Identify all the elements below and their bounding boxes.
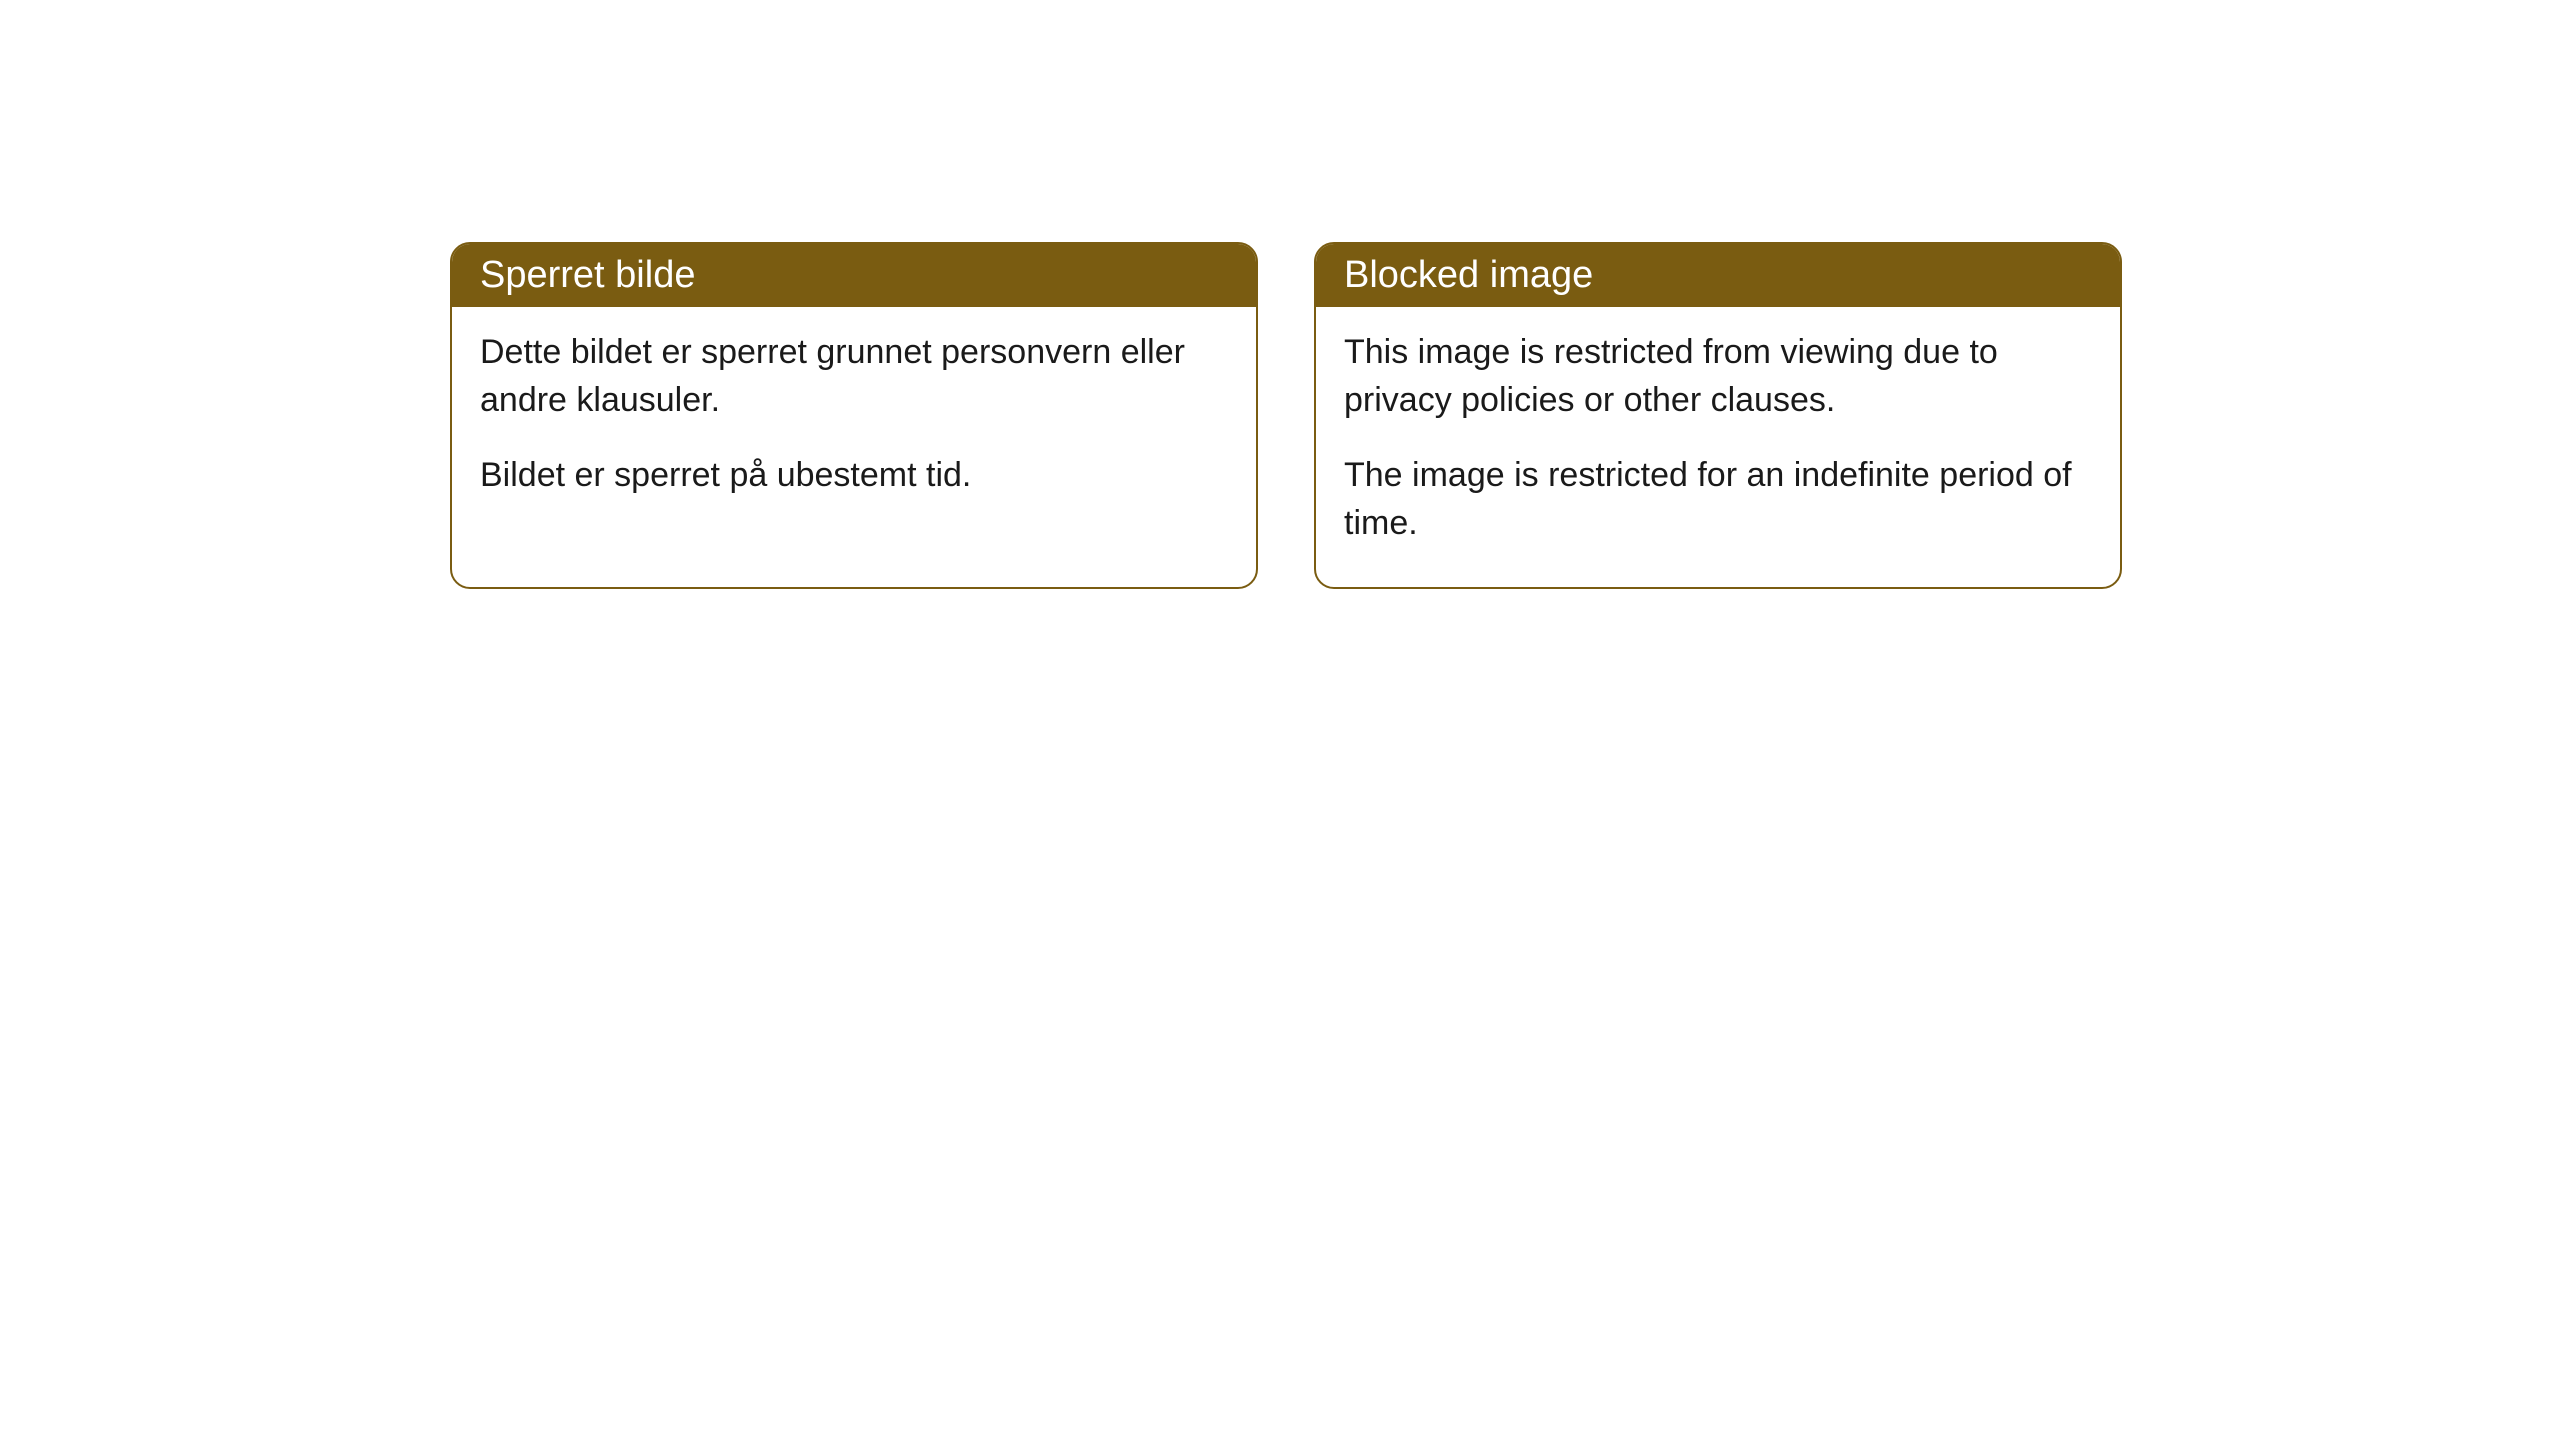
card-title: Sperret bilde xyxy=(480,254,695,296)
card-body: Dette bildet er sperret grunnet personve… xyxy=(452,307,1256,540)
card-paragraph: Dette bildet er sperret grunnet personve… xyxy=(480,329,1228,424)
notice-card-norwegian: Sperret bilde Dette bildet er sperret gr… xyxy=(450,242,1258,589)
card-header: Sperret bilde xyxy=(452,244,1256,307)
card-paragraph: Bildet er sperret på ubestemt tid. xyxy=(480,452,1228,500)
card-paragraph: The image is restricted for an indefinit… xyxy=(1344,452,2092,547)
card-title: Blocked image xyxy=(1344,254,1593,296)
notice-card-english: Blocked image This image is restricted f… xyxy=(1314,242,2122,589)
notice-cards-container: Sperret bilde Dette bildet er sperret gr… xyxy=(450,242,2122,589)
card-paragraph: This image is restricted from viewing du… xyxy=(1344,329,2092,424)
card-header: Blocked image xyxy=(1316,244,2120,307)
card-body: This image is restricted from viewing du… xyxy=(1316,307,2120,587)
